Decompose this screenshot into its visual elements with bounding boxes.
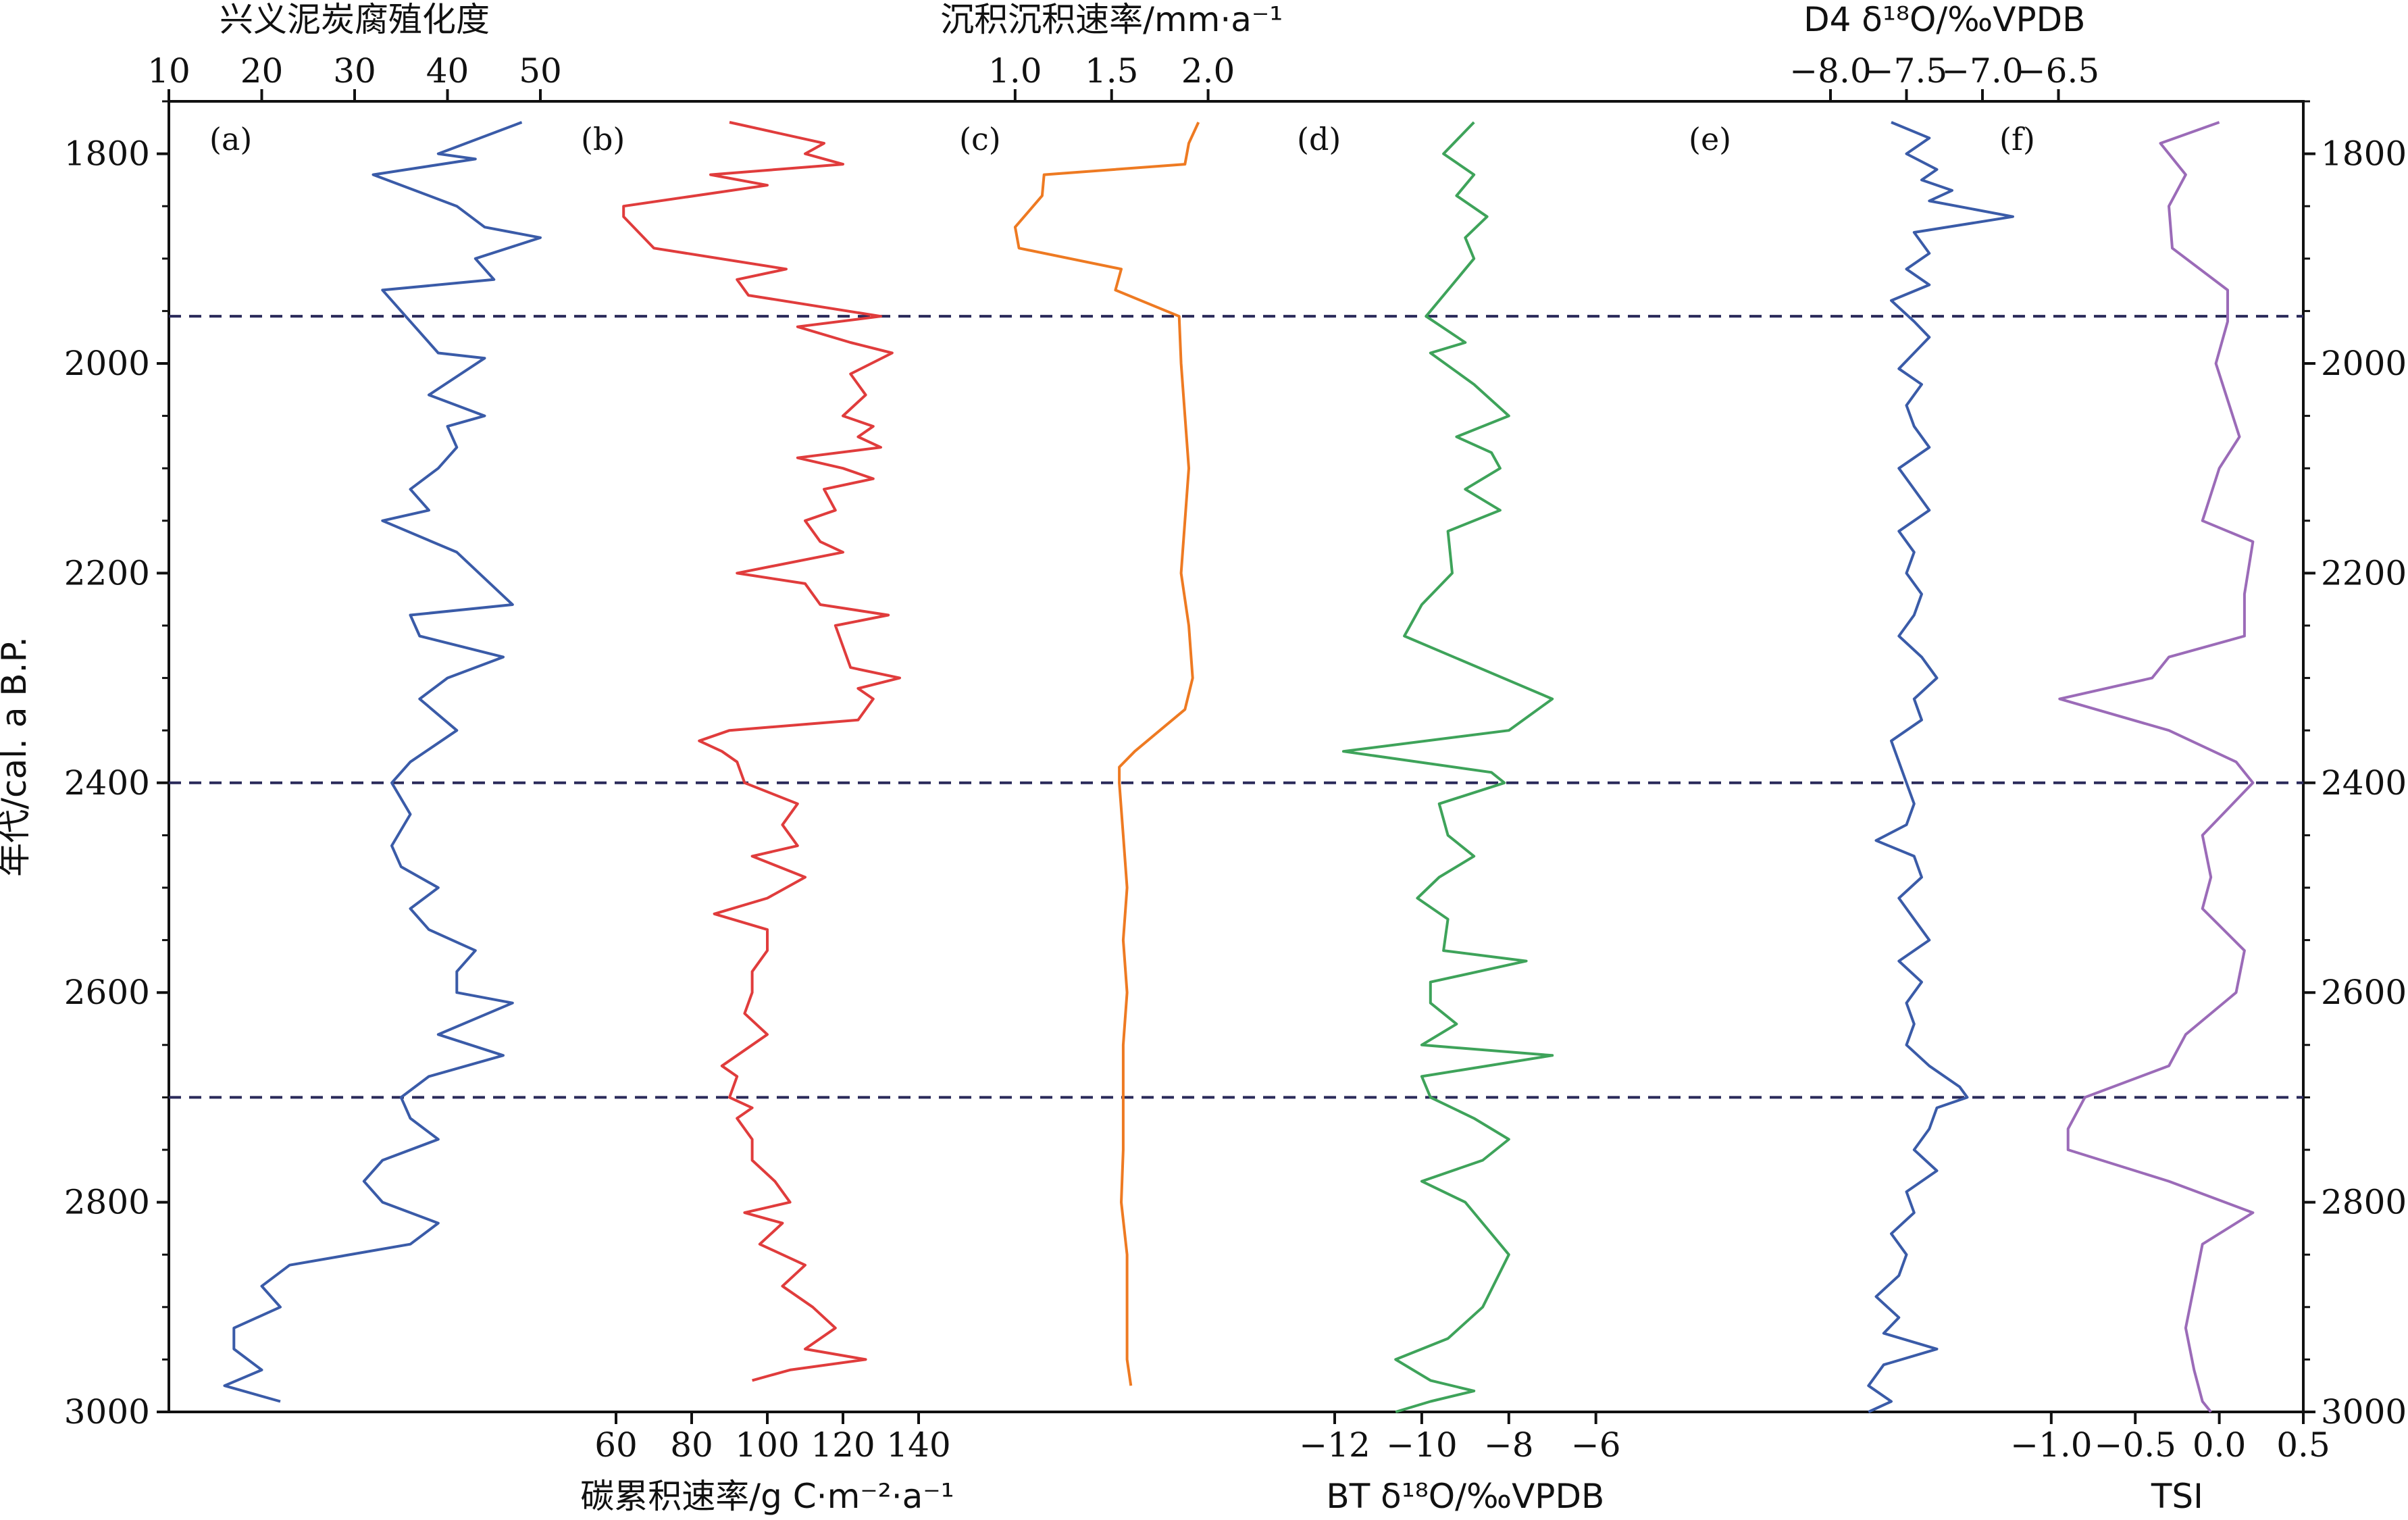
x-tick-label-1: 40	[426, 51, 469, 91]
series-line-6	[2058, 121, 2255, 1413]
x-tick-label-2: 100	[735, 1425, 799, 1465]
right-tick-label: 2400	[2321, 763, 2407, 803]
plot-frame	[168, 100, 2305, 1413]
series-group	[223, 121, 2255, 1413]
reference-lines	[169, 315, 2303, 1099]
x-axis-title-5: D4 δ¹⁸O/‰VPDB	[1803, 0, 2085, 39]
x-tick-label-4: −10	[1386, 1425, 1458, 1465]
x-tick-label-5: −6.5	[2018, 51, 2099, 91]
series-line-4	[1341, 121, 1554, 1413]
x-tick-label-4: −12	[1299, 1425, 1370, 1465]
panel-label-2: (b)	[581, 121, 625, 157]
right-tick-label: 1800	[2321, 134, 2407, 174]
x-tick-label-1: 50	[519, 51, 562, 91]
x-tick-label-4: −6	[1571, 1425, 1621, 1465]
x-axis-title-6: TSI	[2151, 1477, 2203, 1516]
x-tick-label-5: −7.5	[1866, 51, 1947, 91]
x-tick-label-1: 20	[240, 51, 284, 91]
right-tick-label: 2600	[2321, 973, 2407, 1012]
panel-label-5: (e)	[1689, 121, 1731, 157]
panel-label-1: (a)	[209, 121, 252, 157]
x-tick-label-3: 1.0	[988, 51, 1042, 91]
left-tick-label: 2600	[64, 973, 150, 1012]
series-line-1	[223, 121, 542, 1403]
left-tick-label: 1800	[64, 134, 150, 174]
x-tick-label-2: 80	[670, 1425, 713, 1465]
series-line-5	[1867, 121, 2014, 1413]
x-tick-label-6: 0.5	[2276, 1425, 2330, 1465]
x-axis-title-2: 碳累积速率/g C·m⁻²·a⁻¹	[580, 1477, 954, 1516]
x-tick-label-6: 0.0	[2193, 1425, 2247, 1465]
x-tick-label-1: 10	[147, 51, 190, 91]
x-tick-label-3: 2.0	[1181, 51, 1235, 91]
right-tick-label: 2000	[2321, 344, 2407, 383]
x-tick-label-5: −7.0	[1941, 51, 2023, 91]
x-tick-label-1: 30	[333, 51, 376, 91]
panel-label-3: (c)	[959, 121, 1001, 157]
panel-label-4: (d)	[1297, 121, 1341, 157]
series-line-3	[1013, 122, 1200, 1386]
series-line-2	[622, 121, 901, 1382]
x-axis-title-4: BT δ¹⁸O/‰VPDB	[1326, 1477, 1604, 1516]
labels-group: (a) (b) (c) (d) (e) (f)	[209, 121, 2035, 157]
right-tick-label: 2800	[2321, 1183, 2407, 1222]
left-tick-label: 2000	[64, 344, 150, 383]
x-tick-label-2: 120	[811, 1425, 875, 1465]
x-tick-label-2: 60	[594, 1425, 638, 1465]
x-tick-label-6: −0.5	[2095, 1425, 2176, 1465]
left-tick-label: 2400	[64, 763, 150, 803]
panel-label-6: (f)	[1999, 121, 2035, 157]
x-tick-label-2: 140	[886, 1425, 950, 1465]
left-tick-label: 2800	[64, 1183, 150, 1222]
left-tick-label: 2200	[64, 553, 150, 592]
x-tick-label-5: −8.0	[1789, 51, 1871, 91]
x-axis-title-3: 沉积沉积速率/mm·a⁻¹	[940, 0, 1283, 39]
x-axis-title-1: 兴义泥炭腐殖化度	[220, 0, 490, 39]
right-tick-label: 2200	[2321, 553, 2407, 592]
x-tick-label-4: −8	[1484, 1425, 1534, 1465]
x-tick-label-3: 1.5	[1085, 51, 1139, 91]
x-tick-label-6: −1.0	[2010, 1425, 2092, 1465]
left-tick-label: 3000	[64, 1392, 150, 1432]
y-axis-title: 年代/cal. a B.P.	[0, 636, 34, 877]
right-tick-label: 3000	[2321, 1392, 2407, 1432]
